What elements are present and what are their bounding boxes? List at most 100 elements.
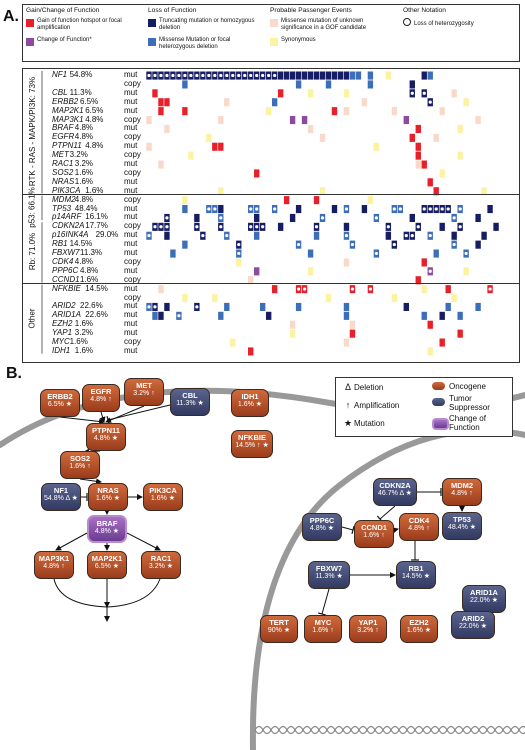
loh-marker (213, 207, 217, 211)
alteration-type: copy (124, 274, 141, 284)
alteration-type: mut (124, 328, 138, 338)
loh-marker (428, 100, 432, 104)
alteration-type: mut (124, 185, 138, 195)
alteration-cell (403, 302, 409, 311)
alteration-type: copy (124, 150, 141, 160)
alteration-cell (230, 338, 236, 347)
loh-marker (440, 207, 444, 211)
alteration-cell (319, 71, 326, 80)
gene-percent: 48.4% (74, 203, 98, 213)
activation-arrow (392, 527, 399, 534)
alteration-type: mut (124, 105, 138, 115)
loh-marker (374, 251, 378, 256)
gene-name: PIK3CA (52, 185, 81, 195)
loh-marker (428, 269, 432, 273)
inhibition-bar (317, 612, 327, 616)
loh-marker (219, 216, 223, 220)
legend-header-3: Other Notation (403, 7, 446, 14)
node-fbxw7: FBXW7 11.3% ★ (308, 561, 350, 589)
alteration-type: copy (124, 78, 141, 88)
node-name: MAP2K1 (91, 554, 123, 563)
loh-marker (249, 73, 253, 78)
gene-row-label: PPP6C 4.8% mut (0, 265, 160, 276)
gene-name: MYC (52, 337, 70, 346)
node-name: MET (136, 381, 152, 390)
node-ptpn11: PTPN11 4.8% ★ (86, 423, 126, 451)
alteration-cell (259, 302, 266, 311)
gene-name: BRAF (52, 123, 74, 133)
dna-strand (254, 728, 525, 735)
loh-marker (237, 242, 241, 247)
alteration-cell (248, 347, 254, 356)
node-sos2: SOS2 1.6% ↑ (60, 451, 100, 479)
gene-percent: 4.8% (80, 265, 99, 275)
gene-name: MAP2K1 (52, 105, 84, 115)
gene-row-label: ARID1A 22.6% mut (0, 309, 160, 320)
alteration-cell (313, 231, 320, 240)
alteration-cell (224, 98, 230, 107)
alteration-type: mut (124, 70, 138, 79)
gene-percent: 4.8% (74, 194, 94, 204)
legend-swatch-5 (270, 38, 278, 46)
alteration-cell (170, 249, 176, 258)
node-ezh2: EZH2 1.6% ★ (400, 615, 438, 643)
loh-marker (267, 73, 271, 78)
alteration-type: mut (124, 176, 138, 186)
alteration-type: mut (124, 319, 138, 329)
alteration-cell (319, 187, 326, 196)
gene-row-label: YAP1 3.2% mut (0, 327, 160, 338)
loh-marker (410, 234, 414, 238)
loh-marker (231, 73, 235, 78)
legend-text-3: Missense Mutation or focal heterozygous … (159, 37, 231, 50)
alteration-cell (343, 311, 350, 320)
gene-name: PTPN11 (52, 141, 82, 151)
gene-percent: 6.5% (85, 105, 104, 115)
alteration-cell (343, 302, 350, 311)
alteration-cell (182, 107, 188, 116)
alteration-cell (152, 89, 158, 98)
activation-arrow (99, 411, 106, 423)
alteration-cell (439, 107, 445, 116)
loh-marker (422, 207, 426, 211)
legend-swatch-0 (26, 19, 34, 27)
alteration-type: mut (124, 310, 138, 320)
alteration-cell (427, 320, 433, 329)
alteration-cell (271, 98, 278, 107)
node-name: TP53 (453, 515, 471, 524)
alteration-cell (421, 258, 427, 267)
group-separator (22, 193, 520, 195)
alteration-cell (343, 258, 350, 267)
alteration-cell (343, 222, 350, 231)
loh-marker (350, 242, 355, 247)
alteration-cell (361, 98, 368, 107)
node-met: MET 3.2% ↑ (124, 378, 164, 406)
alteration-type: copy (124, 114, 141, 124)
loh-circle-icon (403, 18, 411, 26)
alteration-type: mut (124, 345, 138, 355)
alteration-cell (295, 71, 302, 80)
gene-row-label: ERBB2 6.5% mut (0, 96, 160, 107)
gene-name: MET (52, 150, 69, 160)
alteration-type: copy (124, 256, 141, 266)
loh-marker (165, 216, 169, 220)
gene-percent: 16.1% (85, 212, 108, 222)
inhibition-line (341, 526, 354, 531)
node-mdm2: MDM2 4.8% ↑ (442, 478, 482, 506)
gene-name: RAC1 (52, 159, 74, 168)
gene-row-label: EZH2 1.6% mut (0, 318, 160, 329)
gene-percent: 1.6% (80, 274, 99, 284)
loh-marker (350, 287, 355, 291)
alteration-cell (409, 80, 415, 89)
alteration-cell (182, 240, 188, 249)
gene-row-label: SOS2 1.6% copy (0, 167, 160, 178)
alteration-cell (427, 71, 433, 80)
alteration-cell (343, 107, 350, 116)
alteration-type: mut (124, 230, 138, 240)
gene-name: IDH1 (52, 345, 71, 355)
alteration-cell (451, 231, 457, 240)
node-rb1: RB1 14.5% ★ (396, 561, 436, 589)
loh-marker (386, 225, 390, 229)
node-stat: 4.8% ↑ (43, 563, 65, 570)
loh-marker (255, 207, 259, 211)
loh-marker (344, 234, 349, 238)
